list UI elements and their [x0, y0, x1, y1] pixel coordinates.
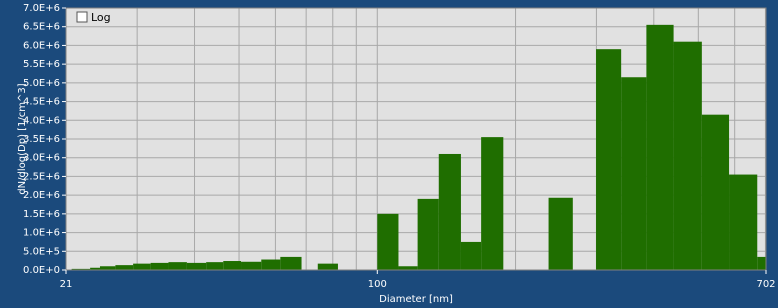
bar [673, 41, 702, 270]
y-tick-label: 1.0E+6 [23, 228, 60, 239]
y-tick-label: 1.5E+6 [23, 209, 60, 220]
bar [417, 198, 439, 270]
bar [646, 24, 674, 270]
bar [90, 267, 100, 270]
bar [481, 137, 504, 270]
y-tick-label: 4.5E+6 [23, 97, 60, 108]
bar [206, 262, 224, 270]
y-tick-label: 5.5E+6 [23, 59, 60, 70]
bar [150, 262, 169, 270]
y-tick-label: 3.5E+6 [23, 134, 60, 145]
bar [377, 213, 399, 270]
y-tick-label: 0.0E+0 [23, 265, 60, 276]
y-tick-label: 3.0E+6 [23, 153, 60, 164]
bar [757, 256, 766, 270]
x-tick-label: 100 [368, 279, 387, 290]
bar [71, 268, 91, 270]
log-toggle[interactable]: Log [76, 11, 111, 24]
bar [261, 259, 281, 270]
bar [99, 266, 116, 270]
bar [241, 261, 262, 270]
y-tick-label: 5.0E+5 [23, 246, 60, 257]
checkbox[interactable] [76, 11, 88, 23]
x-axis-label: Diameter [nm] [379, 294, 453, 305]
bar [398, 266, 418, 270]
bar [168, 262, 187, 270]
y-tick-label: 7.0E+6 [23, 3, 60, 14]
bar [186, 262, 207, 270]
checkbox-label[interactable]: Log [91, 11, 111, 24]
bar [115, 265, 134, 270]
bar [701, 114, 730, 271]
x-tick-label: 21 [60, 279, 73, 290]
bar [223, 261, 242, 270]
y-axis-label: dN/dlog(Dp) [1/cm^3] [17, 83, 28, 194]
bar [317, 263, 338, 270]
bar [438, 153, 461, 270]
y-tick-label: 4.0E+6 [23, 115, 60, 126]
bar [548, 197, 573, 270]
bar [729, 174, 758, 270]
y-tick-label: 2.0E+6 [23, 190, 60, 201]
bar [133, 263, 151, 270]
y-tick-label: 6.0E+6 [23, 40, 60, 51]
bar [460, 241, 482, 270]
y-tick-label: 6.5E+6 [23, 22, 60, 33]
bar [280, 256, 302, 270]
y-tick-label: 5.0E+6 [23, 78, 60, 89]
y-tick-label: 2.5E+6 [23, 171, 60, 182]
bars [71, 24, 766, 271]
bar [621, 77, 647, 270]
bar [596, 49, 622, 270]
x-tick-label: 702 [756, 279, 775, 290]
